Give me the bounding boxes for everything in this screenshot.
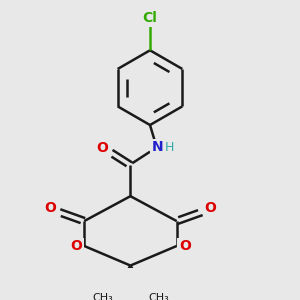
Text: Cl: Cl <box>142 11 158 25</box>
Text: O: O <box>205 201 216 215</box>
Text: O: O <box>70 239 82 253</box>
Text: CH₃: CH₃ <box>92 292 112 300</box>
Text: O: O <box>44 201 56 215</box>
Text: O: O <box>96 141 108 155</box>
Text: H: H <box>165 141 174 154</box>
Text: N: N <box>151 140 163 154</box>
Text: CH₃: CH₃ <box>148 292 169 300</box>
Text: O: O <box>179 239 190 253</box>
